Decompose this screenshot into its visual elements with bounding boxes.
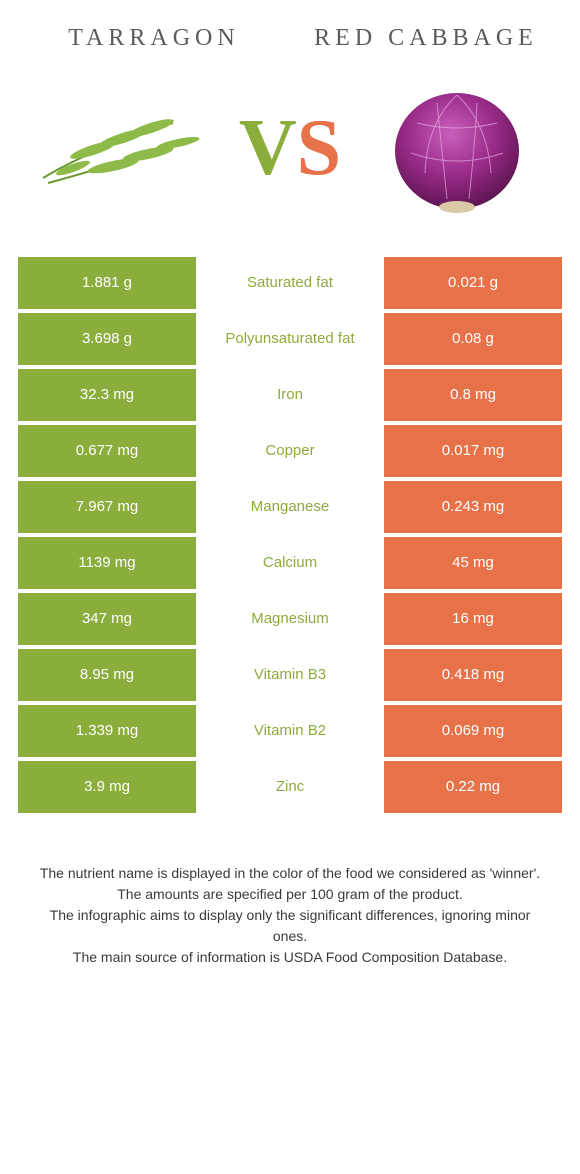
left-value: 0.677 mg	[18, 425, 196, 477]
nutrient-table: 1.881 gSaturated fat0.021 g3.698 gPolyun…	[18, 257, 562, 813]
right-value: 0.069 mg	[384, 705, 562, 757]
right-value: 0.017 mg	[384, 425, 562, 477]
left-value: 3.698 g	[18, 313, 196, 365]
right-food-image	[351, 73, 562, 223]
right-value: 0.243 mg	[384, 481, 562, 533]
tarragon-icon	[23, 88, 223, 208]
table-row: 32.3 mgIron0.8 mg	[18, 369, 562, 421]
table-row: 1.881 gSaturated fat0.021 g	[18, 257, 562, 309]
left-value: 32.3 mg	[18, 369, 196, 421]
right-value: 0.08 g	[384, 313, 562, 365]
title-row: Tarragon Red cabbage	[18, 24, 562, 53]
table-row: 3.9 mgZinc0.22 mg	[18, 761, 562, 813]
table-row: 7.967 mgManganese0.243 mg	[18, 481, 562, 533]
table-row: 8.95 mgVitamin B30.418 mg	[18, 649, 562, 701]
left-value: 1139 mg	[18, 537, 196, 589]
nutrient-name: Copper	[196, 425, 384, 477]
nutrient-name: Zinc	[196, 761, 384, 813]
table-row: 347 mgMagnesium16 mg	[18, 593, 562, 645]
footnote-line: The nutrient name is displayed in the co…	[38, 863, 542, 884]
left-value: 1.881 g	[18, 257, 196, 309]
nutrient-name: Polyunsaturated fat	[196, 313, 384, 365]
nutrient-name: Manganese	[196, 481, 384, 533]
right-value: 16 mg	[384, 593, 562, 645]
footnote-line: The amounts are specified per 100 gram o…	[38, 884, 542, 905]
left-value: 8.95 mg	[18, 649, 196, 701]
footnote-line: The infographic aims to display only the…	[38, 905, 542, 947]
table-row: 1.339 mgVitamin B20.069 mg	[18, 705, 562, 757]
right-value: 0.418 mg	[384, 649, 562, 701]
nutrient-name: Magnesium	[196, 593, 384, 645]
footnotes: The nutrient name is displayed in the co…	[18, 863, 562, 968]
vs-v: V	[239, 108, 297, 188]
infographic-root: Tarragon Red cabbage	[0, 0, 580, 1008]
nutrient-name: Vitamin B3	[196, 649, 384, 701]
right-food-title: Red cabbage	[290, 24, 562, 53]
table-row: 0.677 mgCopper0.017 mg	[18, 425, 562, 477]
left-value: 1.339 mg	[18, 705, 196, 757]
table-row: 3.698 gPolyunsaturated fat0.08 g	[18, 313, 562, 365]
table-row: 1139 mgCalcium45 mg	[18, 537, 562, 589]
left-food-title: Tarragon	[18, 24, 290, 53]
vs-s: S	[297, 108, 342, 188]
left-food-image	[18, 73, 229, 223]
nutrient-name: Saturated fat	[196, 257, 384, 309]
left-value: 3.9 mg	[18, 761, 196, 813]
vs-label: VS	[239, 108, 341, 188]
left-value: 7.967 mg	[18, 481, 196, 533]
right-value: 0.22 mg	[384, 761, 562, 813]
right-value: 0.8 mg	[384, 369, 562, 421]
right-value: 0.021 g	[384, 257, 562, 309]
nutrient-name: Iron	[196, 369, 384, 421]
cabbage-icon	[377, 73, 537, 223]
footnote-line: The main source of information is USDA F…	[38, 947, 542, 968]
image-row: VS	[18, 73, 562, 223]
nutrient-name: Vitamin B2	[196, 705, 384, 757]
right-value: 45 mg	[384, 537, 562, 589]
nutrient-name: Calcium	[196, 537, 384, 589]
left-value: 347 mg	[18, 593, 196, 645]
